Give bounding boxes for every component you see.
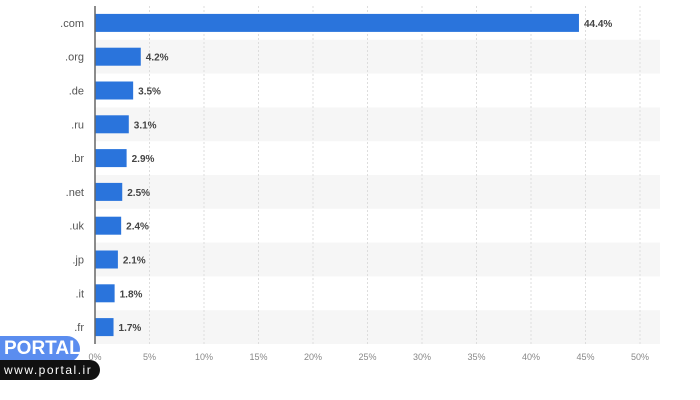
category-label: .br xyxy=(71,153,84,165)
x-tick-label: 35% xyxy=(467,352,485,362)
category-label: .uk xyxy=(69,221,84,233)
data-label: 2.9% xyxy=(132,154,155,165)
bar xyxy=(95,182,123,201)
data-label: 3.5% xyxy=(138,87,161,98)
x-tick-label: 0% xyxy=(88,352,101,362)
x-tick-label: 25% xyxy=(358,352,376,362)
category-label: .ru xyxy=(71,119,84,131)
x-tick-label: 5% xyxy=(143,352,156,362)
x-tick-label: 40% xyxy=(522,352,540,362)
data-label: 2.4% xyxy=(126,222,149,233)
x-tick-label: 30% xyxy=(413,352,431,362)
bar xyxy=(95,115,129,134)
category-label: .it xyxy=(75,288,84,300)
bar xyxy=(95,47,141,66)
data-label: 4.2% xyxy=(146,53,169,64)
bar xyxy=(95,284,115,303)
bar xyxy=(95,318,114,337)
data-label: 2.1% xyxy=(123,256,146,267)
row-band xyxy=(95,310,660,344)
watermark-brand: PORTAL xyxy=(0,336,81,362)
row-band xyxy=(95,242,660,277)
bar xyxy=(95,216,122,235)
x-tick-label: 10% xyxy=(195,352,213,362)
category-label: .jp xyxy=(72,255,84,267)
category-label: .com xyxy=(60,18,84,30)
x-tick-label: 50% xyxy=(631,352,649,362)
category-label: .fr xyxy=(74,322,84,334)
watermark-url: www.portal.ir xyxy=(0,360,100,380)
category-label: .de xyxy=(69,86,84,98)
data-label: 1.8% xyxy=(120,289,143,300)
data-label: 44.4% xyxy=(584,19,612,30)
bar xyxy=(95,149,127,168)
row-band xyxy=(95,107,660,142)
x-tick-label: 20% xyxy=(304,352,322,362)
data-label: 3.1% xyxy=(134,120,157,131)
bar xyxy=(95,81,134,100)
category-label: .org xyxy=(65,52,84,64)
bar xyxy=(95,13,579,32)
bar xyxy=(95,250,118,269)
data-label: 2.5% xyxy=(127,188,150,199)
category-label: .net xyxy=(66,187,84,199)
x-tick-label: 45% xyxy=(576,352,594,362)
data-label: 1.7% xyxy=(119,323,142,334)
row-band xyxy=(95,175,660,209)
x-tick-label: 15% xyxy=(249,352,267,362)
row-band xyxy=(95,39,660,74)
